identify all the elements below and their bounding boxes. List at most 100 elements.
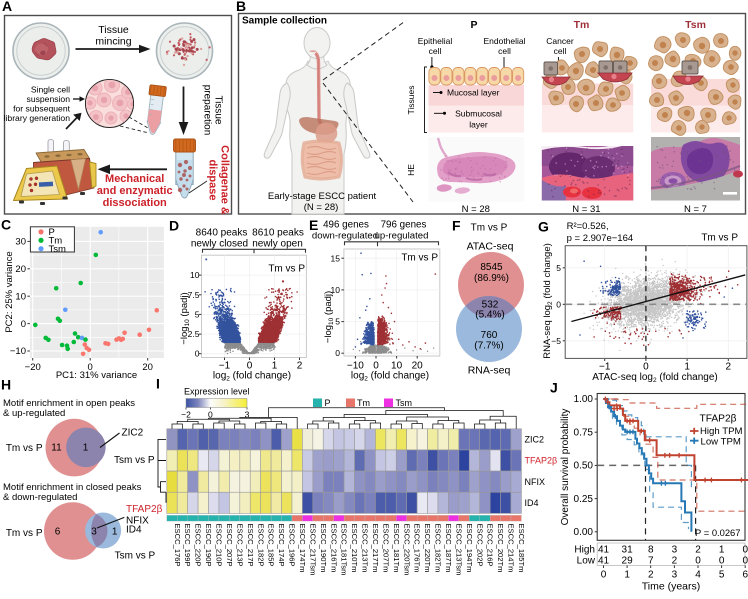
svg-text:HE: HE <box>406 164 416 176</box>
svg-text:Epithelial: Epithelial <box>418 36 453 46</box>
svg-text:ESCC_220Tsm: ESCC_220Tsm <box>402 524 411 576</box>
svg-text:cell: cell <box>498 46 511 56</box>
svg-text:496 genes: 496 genes <box>323 219 369 230</box>
svg-text:3: 3 <box>672 570 678 581</box>
svg-text:newly open: newly open <box>252 238 303 249</box>
svg-text:Single cell: Single cell <box>31 85 70 95</box>
svg-text:Tm vs P: Tm vs P <box>268 264 305 275</box>
svg-text:760: 760 <box>481 330 498 341</box>
svg-text:41: 41 <box>598 545 610 556</box>
svg-text:0: 0 <box>556 299 561 309</box>
svg-text:RNA-seq: RNA-seq <box>468 365 511 377</box>
svg-text:P = 0.0267: P = 0.0267 <box>695 527 740 538</box>
svg-text:Tm vs P: Tm vs P <box>701 233 738 244</box>
svg-text:ESCC_207Tm: ESCC_207Tm <box>381 524 390 573</box>
svg-text:N = 31: N = 31 <box>572 204 600 215</box>
svg-text:Collagenae &: Collagenae & <box>219 145 231 215</box>
svg-text:10: 10 <box>15 291 26 302</box>
svg-text:C: C <box>1 217 11 233</box>
svg-text:F: F <box>452 217 461 233</box>
svg-text:ID4: ID4 <box>525 498 539 508</box>
svg-text:Early-stage ESCC patient: Early-stage ESCC patient <box>268 191 377 202</box>
svg-text:PC2: 25% variance: PC2: 25% variance <box>4 251 15 332</box>
svg-text:for subsequent: for subsequent <box>13 104 70 114</box>
svg-text:ESCC_190Tm: ESCC_190Tm <box>319 524 328 573</box>
svg-text:preparetion: preparetion <box>202 85 213 136</box>
svg-text:& up-regulated: & up-regulated <box>3 408 65 419</box>
svg-text:4: 4 <box>695 570 701 581</box>
svg-text:ESCC_174P: ESCC_174P <box>277 524 286 567</box>
svg-text:log2 (fold change): log2 (fold change) <box>213 371 291 383</box>
svg-text:Expression level: Expression level <box>184 387 250 397</box>
svg-text:ESCC_217P: ESCC_217P <box>246 524 255 567</box>
svg-text:G: G <box>538 219 549 235</box>
svg-text:ESCC_181Tm: ESCC_181Tm <box>392 524 401 573</box>
svg-text:0: 0 <box>695 556 701 567</box>
svg-text:1: 1 <box>624 570 630 581</box>
svg-text:8610 peaks: 8610 peaks <box>252 228 304 239</box>
svg-text:ESCC_217Tsm: ESCC_217Tsm <box>308 524 317 576</box>
svg-text:mincing: mincing <box>95 36 131 48</box>
svg-text:ESCC_213Tsm: ESCC_213Tsm <box>454 524 463 576</box>
svg-text:N = 28: N = 28 <box>462 204 490 215</box>
svg-text:2: 2 <box>297 361 303 372</box>
svg-text:library generation: library generation <box>4 113 71 123</box>
svg-text:ESCC_182Tm: ESCC_182Tm <box>434 524 443 573</box>
svg-text:RNA-seq log2 (fold change): RNA-seq log2 (fold change) <box>542 243 554 359</box>
svg-text:Tissue: Tissue <box>98 24 129 36</box>
svg-text:2: 2 <box>672 556 678 567</box>
svg-text:0: 0 <box>195 349 200 359</box>
svg-text:Tsm: Tsm <box>685 19 706 31</box>
svg-text:ESCC_207P: ESCC_207P <box>225 524 234 567</box>
svg-text:6: 6 <box>55 527 61 538</box>
svg-text:1: 1 <box>83 443 89 454</box>
svg-text:(5.4%): (5.4%) <box>475 310 504 321</box>
svg-text:3: 3 <box>672 545 678 556</box>
svg-text:Tsm vs P: Tsm vs P <box>114 455 155 466</box>
svg-text:TFAP2β: TFAP2β <box>700 414 737 425</box>
svg-text:R²=0.526,: R²=0.526, <box>567 221 609 232</box>
svg-text:1: 1 <box>719 545 725 556</box>
svg-text:−log10 (padj): −log10 (padj) <box>179 292 191 344</box>
svg-text:D: D <box>169 218 179 234</box>
svg-text:(N = 28): (N = 28) <box>304 202 339 213</box>
svg-text:7: 7 <box>648 556 654 567</box>
svg-text:Tsm: Tsm <box>396 398 413 408</box>
svg-text:Endothelial: Endothelial <box>483 36 525 46</box>
svg-text:PC1: 31% variance: PC1: 31% variance <box>56 370 137 381</box>
svg-text:ESCC_190P: ESCC_190P <box>204 524 213 567</box>
svg-text:0.75: 0.75 <box>574 427 594 438</box>
svg-text:11: 11 <box>51 443 62 454</box>
svg-text:0: 0 <box>21 319 26 330</box>
svg-text:Overall survival probability: Overall survival probability <box>560 409 571 526</box>
svg-text:2: 2 <box>726 362 732 373</box>
svg-text:Submucosal: Submucosal <box>455 109 502 119</box>
svg-text:Tm vs P: Tm vs P <box>471 223 508 234</box>
svg-text:(7.7%): (7.7%) <box>474 341 503 352</box>
svg-text:Tsm: Tsm <box>49 244 67 255</box>
svg-text:20: 20 <box>142 362 153 373</box>
svg-text:ESCC_213Tm: ESCC_213Tm <box>361 524 370 573</box>
svg-text:20: 20 <box>15 264 26 275</box>
svg-text:796 genes: 796 genes <box>381 219 427 230</box>
svg-text:5: 5 <box>556 263 561 273</box>
svg-text:Low: Low <box>577 556 596 567</box>
svg-text:ESCC_217Tm: ESCC_217Tm <box>371 524 380 573</box>
svg-text:ESCC_182P: ESCC_182P <box>256 524 265 567</box>
svg-text:6: 6 <box>742 570 748 581</box>
svg-text:cell: cell <box>429 46 442 56</box>
svg-text:Time (years): Time (years) <box>642 581 701 593</box>
svg-text:ESCC_187Tm: ESCC_187Tm <box>444 524 453 573</box>
svg-text:0: 0 <box>742 545 748 556</box>
svg-text:ESCC_210P: ESCC_210P <box>215 524 224 567</box>
svg-text:newly closed: newly closed <box>191 238 248 249</box>
svg-text:ESCC_213P: ESCC_213P <box>235 524 244 567</box>
svg-text:8545: 8545 <box>480 262 503 273</box>
svg-text:up-regulated: up-regulated <box>375 230 429 241</box>
svg-text:ESCC_202P: ESCC_202P <box>475 524 484 567</box>
svg-text:−1: −1 <box>599 362 611 373</box>
svg-text:ESCC_176Tm: ESCC_176Tm <box>413 524 422 573</box>
svg-text:ESCC_185Tm: ESCC_185Tm <box>517 524 526 573</box>
svg-text:J: J <box>550 380 558 396</box>
svg-text:Tm vs P: Tm vs P <box>401 253 438 264</box>
